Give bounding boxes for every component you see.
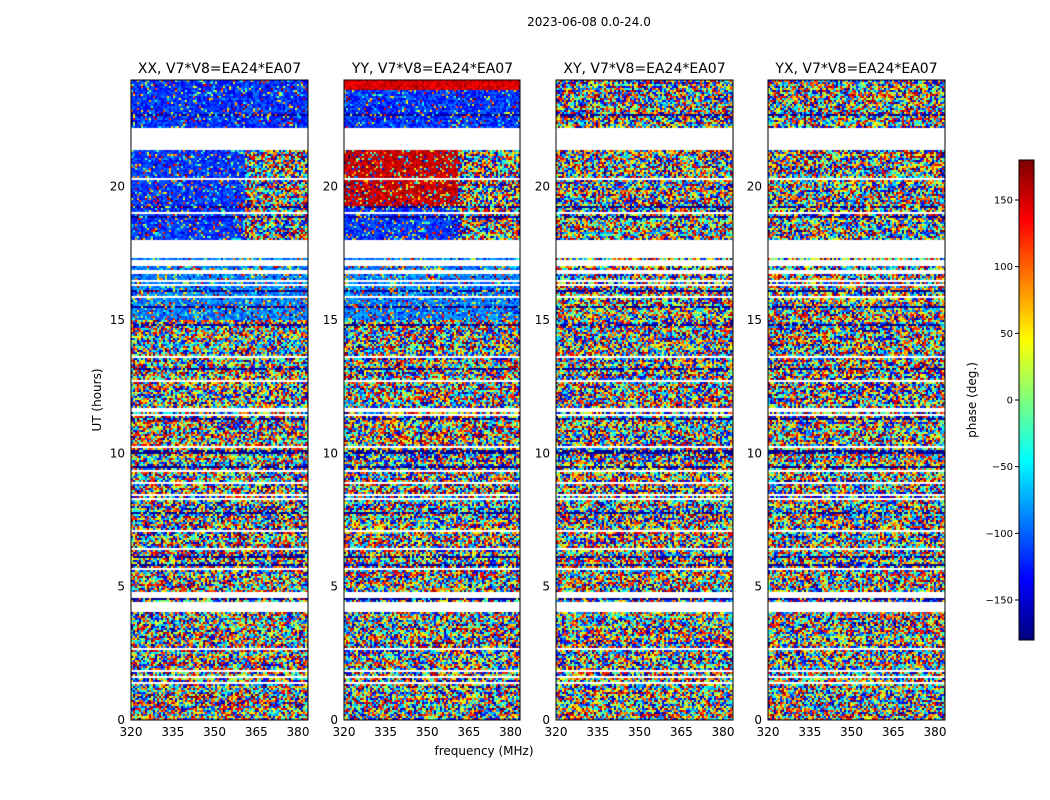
colorbar-ticks [1015, 199, 1019, 601]
ytick-label: 15 [747, 313, 762, 327]
ytick-label: 5 [754, 580, 762, 594]
ytick-label: 15 [535, 313, 550, 327]
panel-yx-phase-image [768, 80, 945, 720]
colorbar-tick-label: −150 [986, 596, 1013, 607]
panel-xx-frame [130, 79, 309, 721]
ytick-label: 0 [542, 713, 550, 727]
panel-yy-frame [343, 79, 521, 721]
xtick-label: 365 [245, 725, 268, 739]
xtick-label: 335 [586, 725, 609, 739]
ytick-label: 10 [110, 446, 125, 460]
xtick-label: 380 [712, 725, 735, 739]
xtick-label: 320 [333, 725, 356, 739]
ytick-label: 10 [535, 446, 550, 460]
xtick-label: 320 [120, 725, 143, 739]
ytick-label: 20 [323, 180, 338, 194]
xtick-label: 365 [457, 725, 480, 739]
colorbar-label: phase (deg.) [965, 362, 979, 438]
panel-yx-frame [767, 79, 946, 721]
panel-yy-phase-image [344, 80, 520, 720]
xtick-label: 335 [161, 725, 184, 739]
xtick-label: 380 [287, 725, 310, 739]
xtick-label: 380 [924, 725, 947, 739]
xtick-label: 380 [499, 725, 522, 739]
panel-xy-xaxis: 320 335 350 365 380 [545, 725, 735, 739]
ytick-label: 20 [535, 180, 550, 194]
figure-title: 2023-06-08 0.0-24.0 [527, 15, 651, 29]
panel-yx: YX, V7*V8=EA24*EA07 0 5 10 15 20 320 335… [747, 61, 947, 739]
xtick-label: 350 [203, 725, 226, 739]
ytick-label: 15 [110, 313, 125, 327]
ytick-label: 10 [323, 446, 338, 460]
colorbar-gradient [1019, 160, 1034, 640]
panel-yx-xaxis: 320 335 350 365 380 [757, 725, 947, 739]
ytick-label: 0 [754, 713, 762, 727]
xtick-label: 365 [882, 725, 905, 739]
xtick-label: 320 [757, 725, 780, 739]
colorbar-tick-label: 0 [1007, 396, 1013, 407]
xtick-label: 335 [798, 725, 821, 739]
ytick-label: 5 [330, 580, 338, 594]
panel-xx-yaxis: 0 5 10 15 20 [110, 180, 125, 727]
panel-yx-title: YX, V7*V8=EA24*EA07 [774, 61, 937, 77]
panel-xy: XY, V7*V8=EA24*EA07 0 5 10 15 20 320 335… [535, 61, 735, 739]
ytick-label: 15 [323, 313, 338, 327]
colorbar-tick-label: 100 [994, 262, 1013, 273]
panel-xy-phase-image [556, 80, 733, 720]
ytick-label: 10 [747, 446, 762, 460]
colorbar-tick-label: 150 [994, 196, 1013, 207]
panel-yx-yaxis: 0 5 10 15 20 [747, 180, 762, 727]
ytick-label: 20 [110, 180, 125, 194]
ytick-label: 0 [117, 713, 125, 727]
colorbar-tick-label: −100 [986, 529, 1013, 540]
xtick-label: 350 [416, 725, 439, 739]
panel-yy-xaxis: 320 335 350 365 380 [333, 725, 522, 739]
panel-xy-title: XY, V7*V8=EA24*EA07 [563, 61, 725, 77]
xtick-label: 350 [628, 725, 651, 739]
panel-xy-frame [555, 79, 734, 721]
ytick-label: 20 [747, 180, 762, 194]
xtick-label: 350 [840, 725, 863, 739]
panel-yy-yaxis: 0 5 10 15 20 [323, 180, 338, 727]
panel-yy: YY, V7*V8=EA24*EA07 0 5 10 15 20 320 335… [323, 61, 522, 739]
ytick-label: 5 [117, 580, 125, 594]
xtick-label: 320 [545, 725, 568, 739]
x-axis-label: frequency (MHz) [434, 744, 533, 758]
panel-xy-yaxis: 0 5 10 15 20 [535, 180, 550, 727]
xtick-label: 335 [374, 725, 397, 739]
panel-xx-phase-image [131, 80, 308, 720]
colorbar: 150 100 50 0 −50 −100 −150 phase (deg.) [965, 159, 1035, 641]
colorbar-tick-label: −50 [992, 462, 1013, 473]
panel-xx-title: XX, V7*V8=EA24*EA07 [138, 61, 301, 77]
xtick-label: 365 [670, 725, 693, 739]
panel-yy-title: YY, V7*V8=EA24*EA07 [351, 61, 513, 77]
y-axis-label: UT (hours) [90, 368, 104, 431]
panel-xx: XX, V7*V8=EA24*EA07 0 5 10 15 20 320 335… [110, 61, 310, 739]
colorbar-tick-label: 50 [1000, 329, 1013, 340]
panel-xx-xaxis: 320 335 350 365 380 [120, 725, 310, 739]
ytick-label: 5 [542, 580, 550, 594]
ytick-label: 0 [330, 713, 338, 727]
